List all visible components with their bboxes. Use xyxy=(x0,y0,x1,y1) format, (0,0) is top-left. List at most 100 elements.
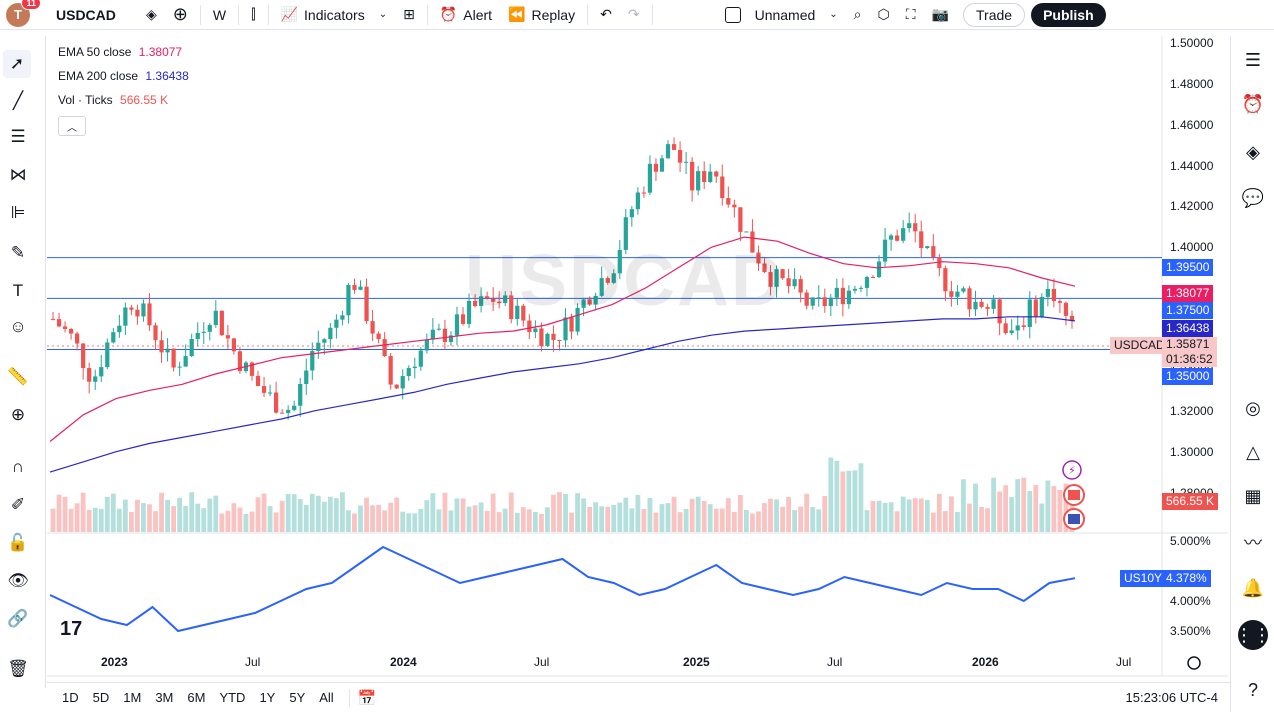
magnet-icon[interactable]: ∩ xyxy=(11,457,25,476)
volume-bar xyxy=(599,506,605,532)
calendar-icon[interactable]: ▦ xyxy=(1244,485,1262,506)
ideas-icon[interactable]: △ xyxy=(1246,441,1260,462)
clock[interactable]: 15:23:06 UTC-4 xyxy=(1125,690,1219,705)
ema200-legend[interactable]: EMA 200 close 1.36438 xyxy=(58,69,189,83)
candle-body xyxy=(225,335,230,339)
layers-icon[interactable]: ◈ xyxy=(1246,141,1260,162)
templates-icon[interactable]: ⊞ xyxy=(403,6,415,22)
volume-bar xyxy=(936,493,942,532)
candles xyxy=(50,137,1075,420)
volume-bar xyxy=(617,502,623,532)
user-avatar[interactable]: T 11 xyxy=(6,0,41,27)
brush-icon[interactable]: ✎ xyxy=(10,243,26,262)
candle-body xyxy=(364,286,369,322)
volume-bar xyxy=(701,501,707,532)
link-icon[interactable]: 🔗 xyxy=(7,609,29,628)
range-1m[interactable]: 1M xyxy=(123,690,142,705)
candle-body xyxy=(1003,323,1008,334)
ema50-legend[interactable]: EMA 50 close 1.38077 xyxy=(58,45,182,59)
undo-icon[interactable]: ↶ xyxy=(600,6,612,22)
volume-bar xyxy=(424,500,430,532)
alarm-clock-icon[interactable]: ⏰ xyxy=(1241,93,1265,114)
candle-body xyxy=(581,299,586,308)
volume-bar xyxy=(828,457,834,532)
fib-icon[interactable]: ☰ xyxy=(10,127,26,146)
volume-bar xyxy=(840,471,846,532)
trend-line-icon[interactable]: ╱ xyxy=(12,91,24,110)
bottom-toolbar: 1D 5D 1M 3M 6M YTD 1Y 5Y All 📅 xyxy=(47,682,1230,712)
canada-flag-shape xyxy=(1068,490,1080,500)
candle-style-icon[interactable]: ⫿ xyxy=(251,6,256,22)
volume-bar xyxy=(430,493,436,532)
replay-button[interactable]: ⏪ Replay xyxy=(500,0,583,30)
broadcast-icon[interactable]: 〰 xyxy=(1244,533,1262,553)
layout-menu[interactable]: Unnamed ⌄ xyxy=(717,0,846,30)
indicator-axis-tick: 3.500% xyxy=(1170,624,1211,638)
range-1d[interactable]: 1D xyxy=(62,690,79,705)
eye-icon[interactable]: 👁 xyxy=(7,571,29,590)
volume-legend[interactable]: Vol · Ticks 566.55 K xyxy=(58,93,168,107)
volume-bar xyxy=(207,498,213,532)
candle-body xyxy=(478,296,484,306)
lock-drawing-icon[interactable]: ✐ xyxy=(10,495,26,514)
volume-bar xyxy=(973,483,978,532)
lock-icon[interactable]: 🔓 xyxy=(7,533,29,552)
indicator-axis-tick: 5.000% xyxy=(1170,534,1211,548)
projection-icon[interactable]: ⊫ xyxy=(10,203,26,222)
watchlist-icon[interactable]: ☰ xyxy=(1244,49,1262,70)
volume-bar xyxy=(448,510,454,532)
symbol-menu-icon[interactable]: ◈ xyxy=(146,6,157,22)
help-icon[interactable]: ? xyxy=(1247,679,1258,700)
add-symbol-icon[interactable]: ⊕ xyxy=(172,4,188,24)
range-6m[interactable]: 6M xyxy=(187,690,206,705)
price-axis-tick: 1.46000 xyxy=(1170,117,1214,132)
range-5d[interactable]: 5D xyxy=(92,690,110,705)
target-icon[interactable]: ◎ xyxy=(1245,397,1261,418)
collapse-legend-button[interactable]: ︿ xyxy=(58,116,86,136)
indicators-button[interactable]: 📈 Indicators ⌄ xyxy=(273,0,396,30)
bell-icon[interactable]: 🔔 xyxy=(1241,577,1265,598)
apps-icon[interactable]: ⋮⋮ xyxy=(1235,620,1271,650)
publish-button[interactable]: Publish xyxy=(1031,2,1106,27)
date-range-calendar-icon[interactable]: 📅 xyxy=(357,689,377,707)
camera-icon[interactable]: 📷 xyxy=(931,6,949,22)
price-axis-tick: 1.44000 xyxy=(1170,158,1214,173)
candle-body xyxy=(189,339,194,357)
range-5y[interactable]: 5Y xyxy=(289,690,306,705)
range-ytd[interactable]: YTD xyxy=(219,690,246,705)
volume-bar xyxy=(153,511,158,532)
cursor-icon[interactable]: ➚ xyxy=(3,50,31,78)
volume-bar xyxy=(852,470,858,532)
quick-search-icon[interactable]: ⌕ xyxy=(853,6,862,22)
trade-button[interactable]: Trade xyxy=(963,2,1026,27)
text-icon[interactable]: T xyxy=(12,281,24,300)
volume-bar xyxy=(484,510,490,532)
volume-bar xyxy=(967,503,972,532)
pattern-icon[interactable]: ⋈ xyxy=(9,165,27,184)
volume-bar xyxy=(912,498,918,532)
volume-bar xyxy=(906,499,912,532)
volume-bar xyxy=(707,504,713,532)
alert-button[interactable]: ⏰ Alert xyxy=(432,0,500,30)
fullscreen-icon[interactable]: ⛶ xyxy=(905,6,916,22)
redo-icon[interactable]: ↷ xyxy=(627,6,640,22)
trash-icon[interactable]: 🗑 xyxy=(7,659,29,678)
volume-bar xyxy=(768,498,773,532)
candle-body xyxy=(671,144,677,150)
zoom-in-icon[interactable]: ⊕ xyxy=(10,405,26,424)
volume-bar xyxy=(358,505,363,532)
candle-body xyxy=(183,356,188,367)
ruler-icon[interactable]: 📏 xyxy=(7,367,29,386)
volume-bar xyxy=(816,509,822,532)
chat-icon[interactable]: 💬 xyxy=(1241,187,1265,208)
range-3m[interactable]: 3M xyxy=(155,690,174,705)
interval-button[interactable]: W xyxy=(212,6,227,23)
emoji-icon[interactable]: ☺ xyxy=(9,317,27,336)
symbol-search[interactable]: USDCAD xyxy=(56,6,116,23)
candle-body xyxy=(714,171,719,177)
range-all[interactable]: All xyxy=(319,690,334,705)
range-1y[interactable]: 1Y xyxy=(259,690,276,705)
volume-bar xyxy=(1039,503,1045,532)
settings-icon[interactable]: ⬡ xyxy=(877,6,890,22)
